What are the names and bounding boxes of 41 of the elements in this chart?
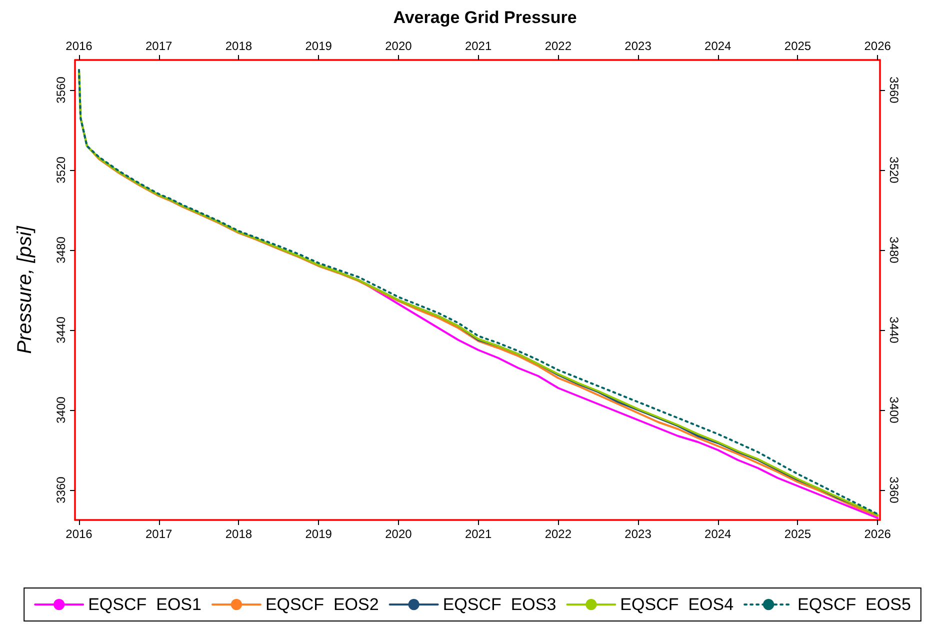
x-tick-label: 2020 — [385, 527, 412, 541]
x-tick-label: 2025 — [784, 527, 812, 541]
y2-tick-label: 3480 — [887, 236, 901, 264]
x-tick-label: 2019 — [305, 527, 332, 541]
y-tick-label: 3400 — [54, 396, 68, 424]
x-tick-label: 2017 — [146, 527, 173, 541]
x2-tick-label: 2026 — [864, 39, 892, 53]
y2-tick-label: 3400 — [887, 396, 901, 424]
y2-tick-label: 3440 — [887, 316, 901, 344]
y-tick-label: 3360 — [54, 476, 68, 504]
y-tick-label: 3560 — [54, 76, 68, 104]
x-tick-label: 2022 — [544, 527, 572, 541]
x2-tick-label: 2020 — [385, 39, 412, 53]
y2-tick-label: 3360 — [887, 476, 901, 504]
x2-tick-label: 2023 — [624, 39, 652, 53]
y-tick-label: 3480 — [54, 236, 68, 264]
x2-tick-label: 2018 — [225, 39, 252, 53]
y2-tick-label: 3560 — [887, 76, 901, 104]
x2-tick-label: 2016 — [66, 39, 93, 53]
x-tick-label: 2026 — [864, 527, 892, 541]
legend-label: EQSCF EOS5 — [798, 595, 911, 614]
y-tick-label: 3520 — [54, 156, 68, 184]
x-tick-label: 2018 — [225, 527, 252, 541]
x2-tick-label: 2022 — [544, 39, 572, 53]
x2-tick-label: 2019 — [305, 39, 332, 53]
y-tick-label: 3440 — [54, 316, 68, 344]
legend-label: EQSCF EOS1 — [88, 595, 202, 614]
y2-tick-label: 3520 — [887, 156, 901, 184]
x2-tick-label: 2025 — [784, 39, 812, 53]
x2-tick-label: 2024 — [704, 39, 732, 53]
legend-label: EQSCF EOS3 — [442, 595, 556, 614]
chart-title: Average Grid Pressure — [393, 8, 577, 27]
legend-label: EQSCF EOS2 — [265, 595, 379, 614]
x2-tick-label: 2017 — [146, 39, 173, 53]
x2-tick-label: 2021 — [464, 39, 492, 53]
x-tick-label: 2024 — [704, 527, 732, 541]
x-tick-label: 2016 — [66, 527, 93, 541]
x-tick-label: 2023 — [624, 527, 652, 541]
y-axis-title: Pressure, [psi] — [14, 226, 36, 354]
legend-label: EQSCF EOS4 — [620, 595, 734, 614]
x-tick-label: 2021 — [464, 527, 492, 541]
